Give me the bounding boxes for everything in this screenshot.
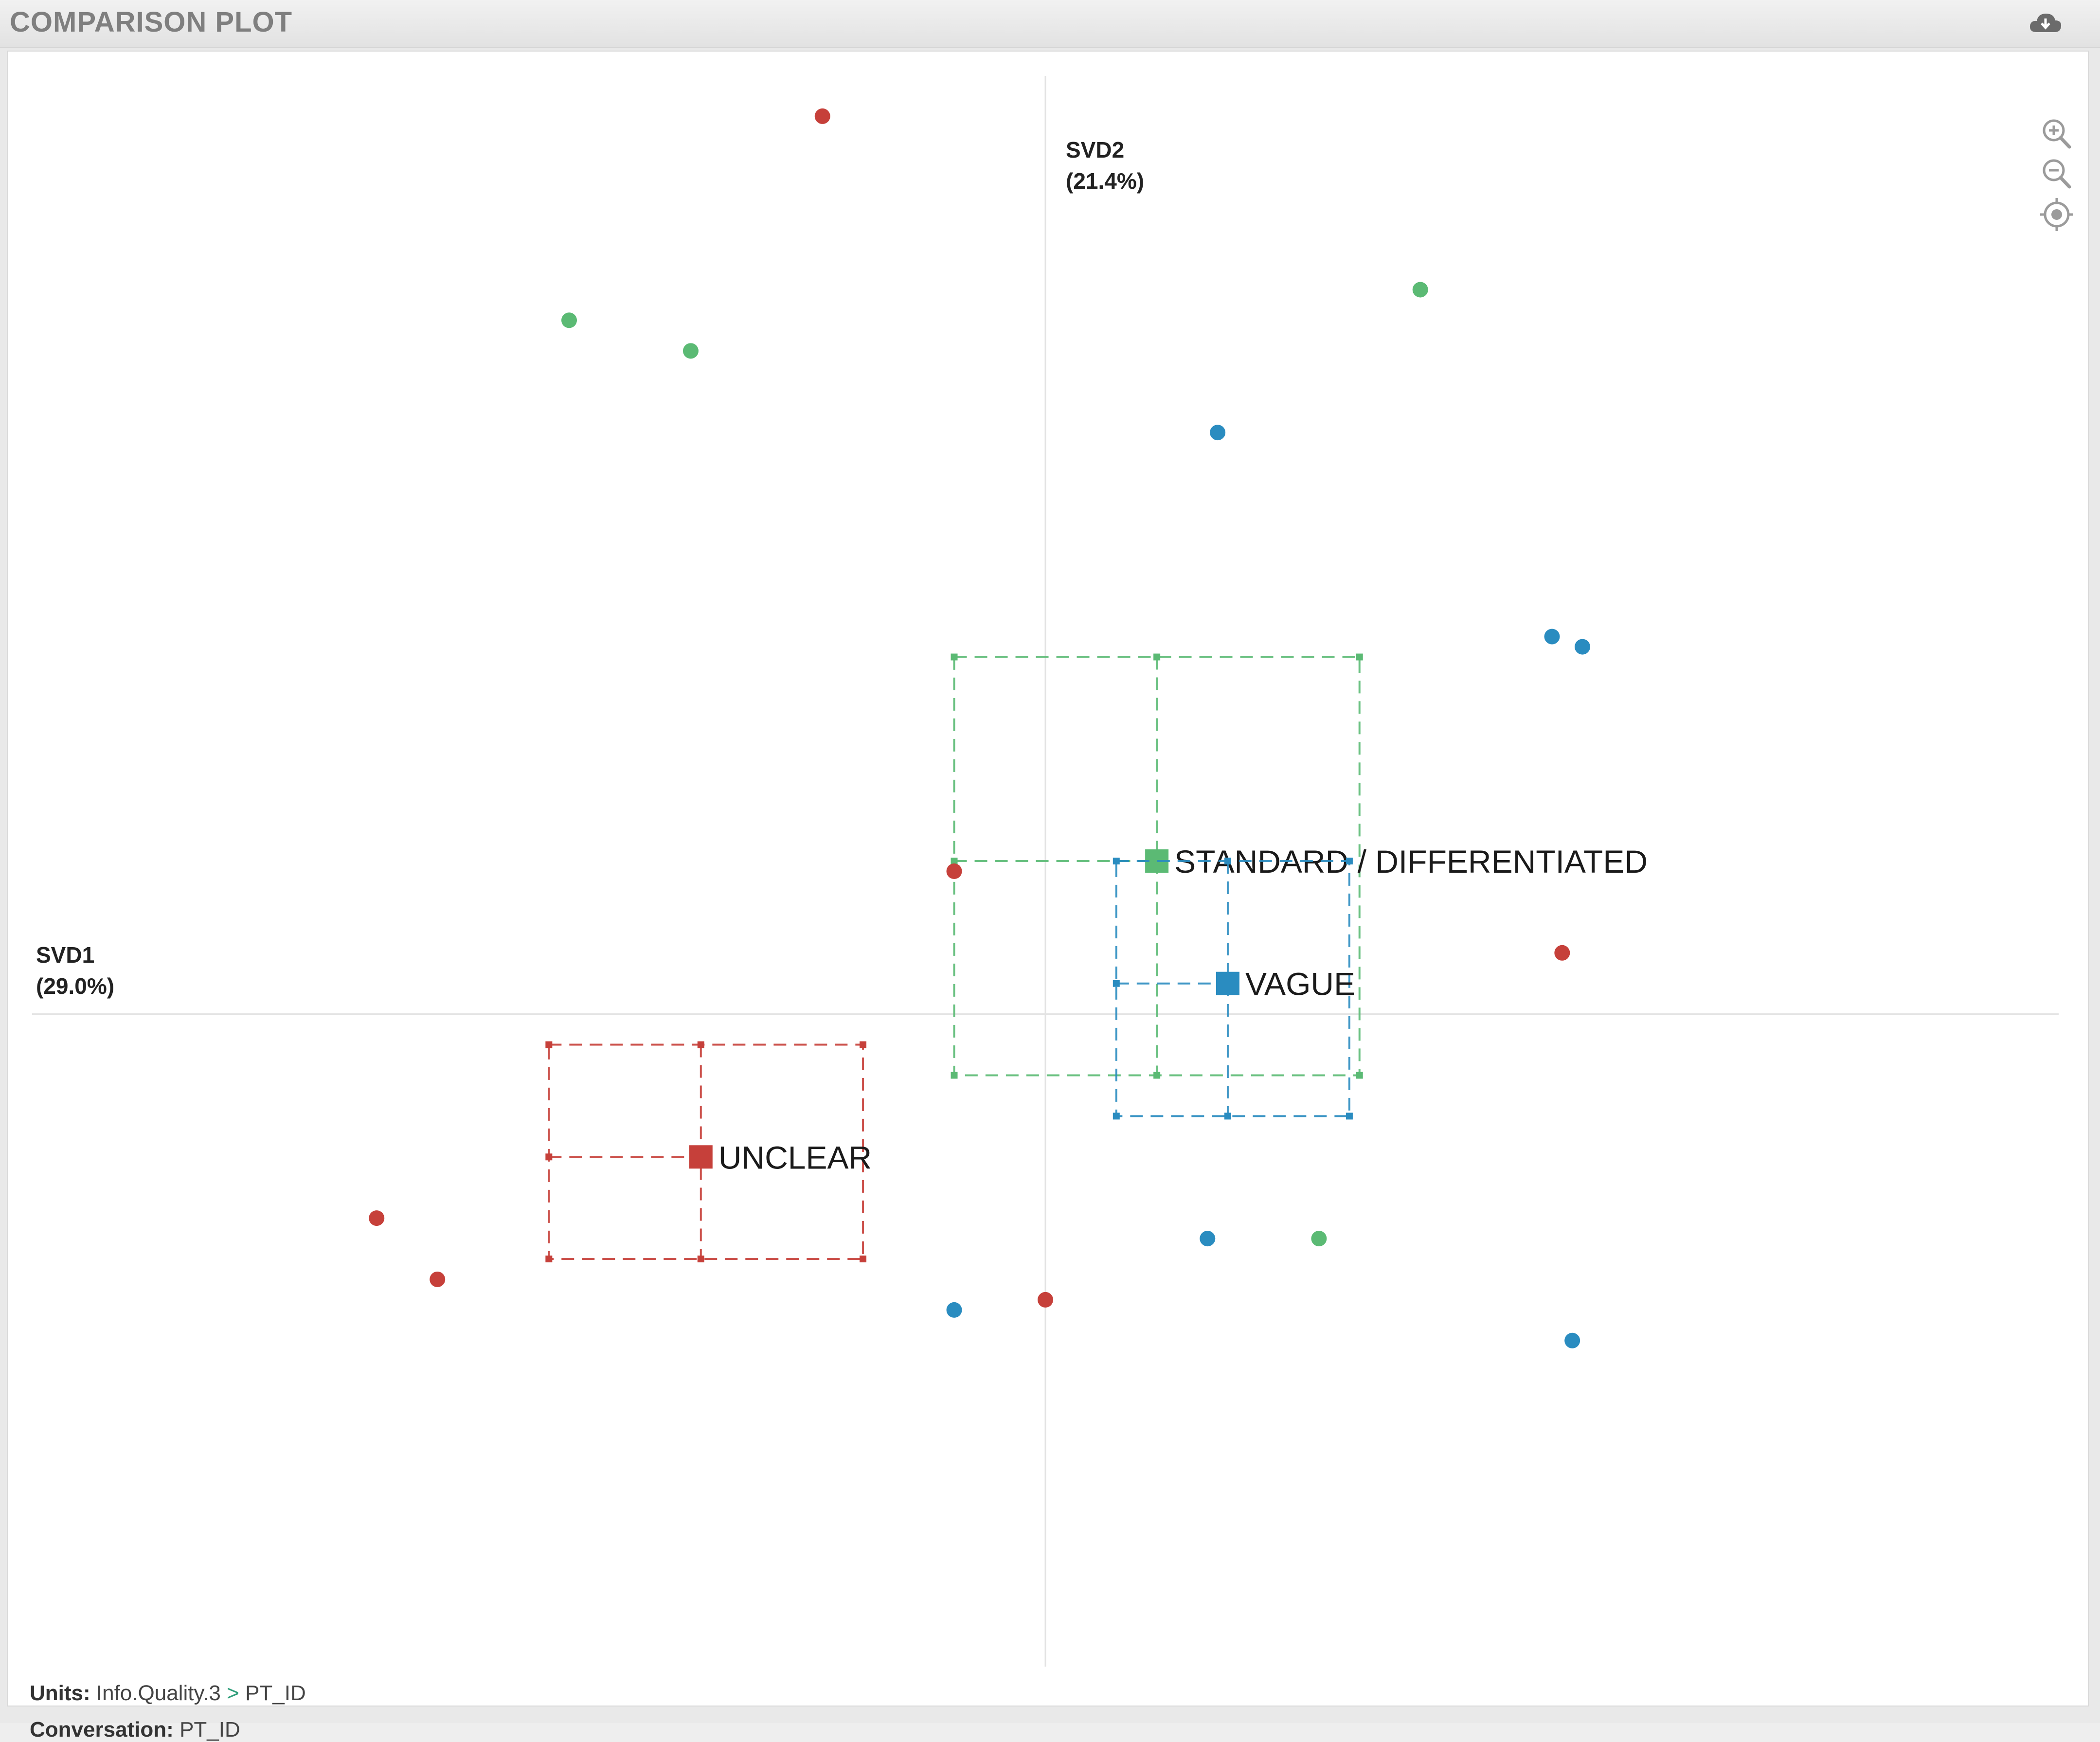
- svd1-axis-name: SVD1: [36, 942, 95, 968]
- vague-box-handle: [1113, 980, 1120, 987]
- conversation-label: Conversation:: [30, 1718, 174, 1742]
- svd1-axis-label: SVD1 (29.0%): [36, 939, 114, 1002]
- unclear-box-handle: [545, 1256, 553, 1263]
- standard-differentiated-point: [1412, 282, 1428, 298]
- unclear-point: [430, 1271, 446, 1287]
- svd2-axis-name: SVD2: [1066, 137, 1125, 162]
- unclear-label: UNCLEAR: [718, 1139, 872, 1175]
- vague-centroid-marker: [1216, 971, 1239, 995]
- vague-point: [1574, 639, 1590, 655]
- standard-differentiated-point: [561, 312, 577, 328]
- units-label: Units:: [30, 1681, 90, 1705]
- vague-box-handle: [1346, 1113, 1353, 1120]
- unclear-point: [1554, 945, 1570, 961]
- standard-differentiated-point: [682, 343, 699, 359]
- vague-box-handle: [1224, 1113, 1231, 1120]
- plot-area[interactable]: UNCLEAR STANDARD / DIFFERENTIATED VAGUE SV…: [7, 51, 2089, 1742]
- unclear-box-handle: [697, 1256, 704, 1263]
- standard-differentiated-box-handle: [951, 653, 958, 661]
- unclear-point: [1038, 1292, 1053, 1308]
- unclear-centroid-marker: [689, 1145, 713, 1169]
- zoom-out-icon[interactable]: [2037, 155, 2076, 194]
- vague-range-box: [1115, 860, 1350, 1117]
- unclear-point: [369, 1210, 385, 1226]
- unclear-box-handle: [860, 1041, 867, 1048]
- unclear-range-box: [548, 1043, 864, 1260]
- vague-point: [946, 1302, 962, 1318]
- vague-point: [1544, 629, 1560, 645]
- unclear-box-handle: [860, 1256, 867, 1263]
- target-icon[interactable]: [2037, 195, 2076, 234]
- vague-box-handle: [1113, 1113, 1120, 1120]
- svd1-axis-pct: (29.0%): [36, 973, 115, 999]
- conversation-info: Conversation: PT_ID: [30, 1718, 240, 1742]
- unclear-box-handle: [545, 1153, 553, 1161]
- standard-differentiated-box-handle: [1153, 1072, 1161, 1079]
- panel-header: COMPARISON PLOT: [0, 0, 2100, 48]
- unclear-point: [946, 863, 962, 879]
- vague-box-handle: [1113, 858, 1120, 865]
- standard-differentiated-box-handle: [1153, 653, 1161, 661]
- units-breadcrumb: Units: Info.Quality.3 > PT_ID: [30, 1681, 306, 1706]
- units-separator: >: [227, 1681, 239, 1705]
- panel-title: COMPARISON PLOT: [10, 6, 293, 38]
- svd2-axis-pct: (21.4%): [1066, 168, 1145, 194]
- cloud-download-icon[interactable]: [2028, 11, 2063, 35]
- scatter-chart: UNCLEAR STANDARD / DIFFERENTIATED VAGUE: [32, 76, 2059, 1667]
- vague-label: VAGUE: [1245, 966, 1355, 1002]
- standard-differentiated-box-handle: [951, 1072, 958, 1079]
- units-path-1: Info.Quality.3: [96, 1681, 221, 1705]
- unclear-point: [814, 108, 830, 124]
- vague-box-handle: [1346, 858, 1353, 865]
- svd2-axis-label: SVD2 (21.4%): [1066, 134, 1144, 197]
- vague-box-handle: [1224, 858, 1231, 865]
- standard-differentiated-label: STANDARD / DIFFERENTIATED: [1174, 844, 1648, 880]
- standard-differentiated-box-handle: [1356, 653, 1363, 661]
- vague-point: [1210, 425, 1226, 441]
- unclear-box-handle: [697, 1041, 704, 1048]
- vague-point: [1564, 1332, 1580, 1348]
- unclear-box-handle: [545, 1041, 553, 1048]
- standard-differentiated-box-handle: [951, 858, 958, 865]
- standard-differentiated-box-handle: [1356, 1072, 1363, 1079]
- zoom-in-icon[interactable]: [2037, 115, 2076, 154]
- units-path-2: PT_ID: [245, 1681, 306, 1705]
- vague-point: [1200, 1231, 1216, 1247]
- standard-differentiated-point: [1311, 1231, 1327, 1247]
- conversation-value: PT_ID: [179, 1718, 240, 1742]
